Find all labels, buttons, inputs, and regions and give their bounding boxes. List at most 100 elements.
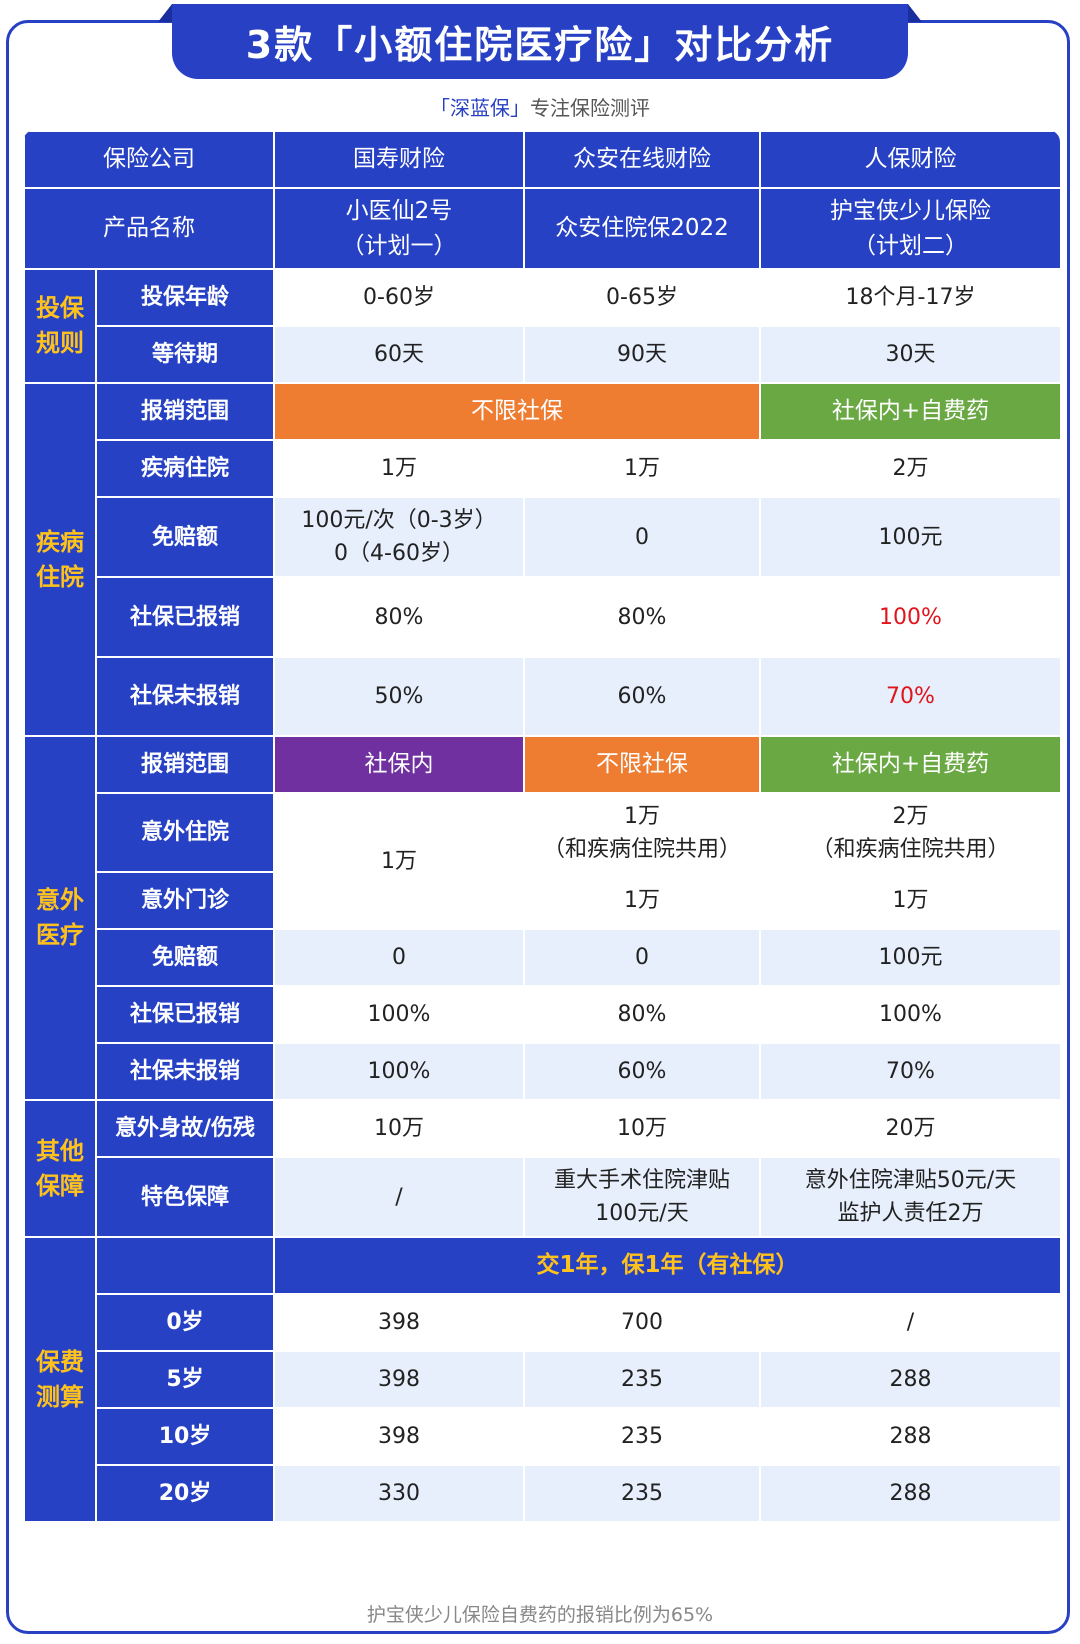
cell: 288: [759, 1464, 1060, 1523]
row-label-outpatient: 意外门诊: [95, 871, 275, 930]
product-1-name: 小医仙2号: [345, 198, 453, 224]
cell-highlight: 70%: [759, 656, 1060, 737]
special-line-1: 重大手术住院津贴: [553, 1168, 730, 1193]
accident-hospital-note: （和疾病住院共用）: [811, 836, 1010, 862]
cell: 1万 （和疾病住院共用）: [523, 792, 761, 873]
table-row: 20岁 330 235 288: [24, 1464, 1060, 1523]
cell: 100元: [759, 928, 1060, 987]
scope-badge-si-plus: 社保内+自费药: [759, 735, 1060, 794]
cell: 288: [759, 1407, 1060, 1466]
row-label-death: 意外身故/伤残: [95, 1099, 275, 1158]
cell: 330: [273, 1464, 525, 1523]
section-accident-label: 意外医疗: [36, 886, 84, 949]
table-row: 其他保障 意外身故/伤残 10万 10万 20万: [23, 1099, 1060, 1238]
scope-badge-si-only: 社保内: [273, 735, 525, 794]
row-label-si-paid: 社保已报销: [95, 985, 275, 1044]
cell: 100%: [273, 1042, 525, 1101]
product-1: 小医仙2号 （计划一）: [273, 187, 525, 270]
table-row: 5岁 398 235 288: [24, 1350, 1060, 1409]
cell: 0-65岁: [523, 268, 761, 327]
cell: /: [759, 1293, 1060, 1352]
row-label-si-unpaid: 社保未报销: [95, 1042, 275, 1101]
product-2: 众安住院保2022: [523, 187, 761, 270]
company-3: 人保财险: [759, 130, 1060, 189]
row-label-age: 20岁: [95, 1464, 275, 1523]
cell: 80%: [523, 576, 761, 658]
product-1-plan: （计划一）: [341, 232, 457, 259]
premium-banner: 交1年，保1年（有社保）: [273, 1236, 1060, 1295]
section-other-label: 其他保障: [36, 1136, 84, 1200]
row-label-age: 5岁: [95, 1350, 275, 1409]
cell: 10万: [273, 1099, 525, 1158]
table-row: 10岁 398 235 288: [24, 1407, 1060, 1466]
cell: 100元: [759, 496, 1060, 578]
row-label-age: 投保年龄: [95, 268, 275, 327]
subtitle: 「深蓝保」专注保险测评: [0, 92, 1080, 121]
special-line-2: 100元/天: [595, 1201, 689, 1226]
table-row: 特色保障 / 重大手术住院津贴 100元/天 意外住院津贴50元/天 监护人责任…: [24, 1156, 1060, 1238]
section-premium: 保费测算: [23, 1236, 97, 1523]
section-accident: 意外医疗: [23, 735, 97, 1101]
table-row: 免赔额 100元/次（0-3岁） 0（4-60岁） 0 100元: [24, 496, 1060, 578]
cell: 100%: [759, 985, 1060, 1044]
cell: 20万: [759, 1099, 1060, 1158]
cell: 288: [759, 1350, 1060, 1409]
cell: 2万: [759, 439, 1060, 498]
table-row: 疾病住院 报销范围 不限社保 社保内+自费药: [23, 382, 1060, 737]
row-label-accident-hospital: 意外住院: [95, 792, 275, 873]
section-premium-label: 保费测算: [36, 1347, 84, 1411]
table-row: 投保规则 投保年龄 0-60岁 0-65岁 18个月-17岁: [23, 268, 1060, 384]
special-line-1: 意外住院津贴50元/天: [804, 1168, 1017, 1193]
cell: 70%: [759, 1042, 1060, 1101]
cell: 0: [523, 928, 761, 987]
cell: 30天: [759, 325, 1060, 384]
table-row: 社保已报销 80% 80% 100%: [24, 576, 1060, 658]
subtitle-text: 专注保险测评: [530, 96, 650, 120]
cell: 10万: [523, 1099, 761, 1158]
scope-badge-unlimited: 不限社保: [523, 735, 761, 794]
accident-hospital-note: （和疾病住院共用）: [542, 836, 741, 862]
cell: 398: [273, 1407, 525, 1466]
table-row: 社保未报销 100% 60% 70%: [24, 1042, 1060, 1101]
product-label: 产品名称: [23, 187, 275, 270]
table-row: 保费测算 交1年，保1年（有社保）: [23, 1236, 1060, 1523]
cell: 100元/次（0-3岁） 0（4-60岁）: [273, 496, 525, 578]
section-rules-label: 投保规则: [36, 294, 84, 357]
footnote: 护宝侠少儿保险自费药的报销比例为65%: [366, 1604, 714, 1626]
cell: 235: [523, 1407, 761, 1466]
cell: 意外住院津贴50元/天 监护人责任2万: [759, 1156, 1060, 1238]
product-3-plan: （计划二）: [853, 232, 968, 259]
page-title: 3款「小额住院医疗险」对比分析: [172, 4, 908, 79]
cell: 398: [273, 1293, 525, 1352]
cell: 1万: [759, 871, 1060, 930]
comparison-table-wrap: 保险公司 国寿财险 众安在线财险 人保财险 产品名称 小医仙2号 （计划一） 众…: [23, 130, 1060, 1592]
cell: 90天: [523, 325, 761, 384]
cell: 235: [523, 1464, 761, 1523]
deductible-line-1: 100元/次（0-3岁）: [301, 508, 497, 533]
row-label-scope: 报销范围: [95, 382, 275, 441]
deductible-line-2: 0（4-60岁）: [334, 541, 464, 566]
company-2: 众安在线财险: [523, 130, 761, 189]
cell: 18个月-17岁: [759, 268, 1060, 327]
table-row: 0岁 398 700 /: [24, 1293, 1060, 1352]
row-label-waiting: 等待期: [95, 325, 275, 384]
cell: 0-60岁: [273, 268, 525, 327]
cell: 398: [273, 1350, 525, 1409]
table-row: 意外医疗 报销范围 社保内 不限社保 社保内+自费药: [23, 735, 1060, 1101]
brand-name: 「深蓝保」: [430, 96, 530, 120]
scope-badge-unlimited: 不限社保: [273, 382, 761, 441]
product-3-name: 护宝侠少儿保险: [830, 198, 991, 224]
row-label-age: 0岁: [95, 1293, 275, 1352]
cell-highlight: 100%: [759, 576, 1060, 658]
section-disease-label: 疾病住院: [36, 527, 84, 591]
cell: 80%: [523, 985, 761, 1044]
company-1: 国寿财险: [273, 130, 525, 189]
section-disease: 疾病住院: [23, 382, 97, 737]
row-label-deductible: 免赔额: [95, 496, 275, 578]
table-row: 意外住院 1万 1万 （和疾病住院共用） 2万 （和疾病住院共用）: [24, 792, 1060, 930]
cell: /: [273, 1156, 525, 1238]
table-row: 等待期 60天 90天 30天: [24, 325, 1060, 384]
cell: 0: [273, 928, 525, 987]
section-rules: 投保规则: [23, 268, 97, 384]
special-line-2: 监护人责任2万: [837, 1201, 984, 1226]
